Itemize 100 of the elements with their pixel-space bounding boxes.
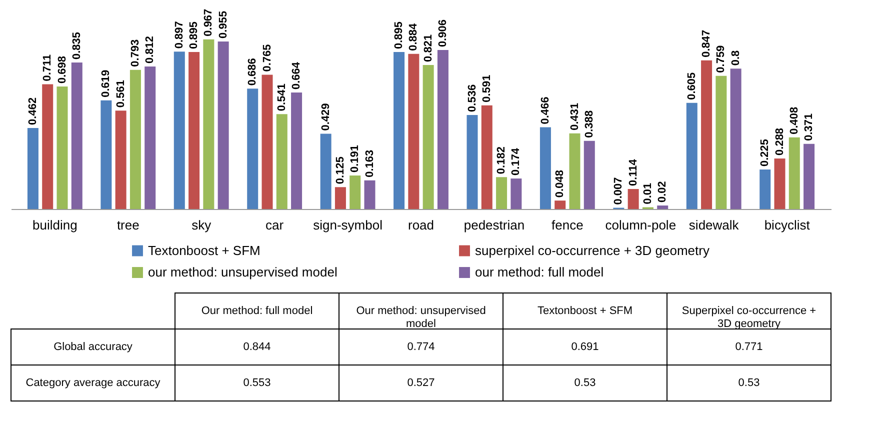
x-tick-label: tree (116, 218, 140, 232)
data-label: 0.895 (188, 21, 200, 49)
data-label: 0.408 (788, 106, 800, 134)
legend-label: Textonboost + SFM (148, 242, 260, 258)
data-label: 0.53 (574, 377, 596, 389)
data-label: 0.906 (436, 20, 449, 48)
bar (144, 66, 156, 209)
data-label: 0.007 (612, 177, 625, 205)
bar (760, 170, 771, 209)
bar (804, 144, 815, 209)
data-label: 0.967 (202, 8, 215, 36)
bar (334, 187, 346, 209)
data-label: 0.553 (243, 377, 271, 389)
bar (262, 74, 273, 209)
bar (394, 52, 405, 209)
bar (247, 88, 258, 209)
data-label: 0.53 (738, 377, 760, 389)
data-label: 0.844 (243, 341, 271, 353)
x-tick-label: Our method: full model (201, 305, 313, 317)
data-label: 0.847 (700, 30, 713, 58)
data-label: 0.619 (100, 70, 112, 98)
data-label: 0.895 (393, 21, 406, 49)
data-label: 0.821 (422, 34, 434, 62)
bar (115, 110, 126, 209)
data-label: 0.191 (349, 144, 362, 172)
data-label: 0.125 (334, 156, 346, 184)
data-label: 0.771 (735, 341, 763, 353)
legend-label: our method: unsupervised model (148, 264, 338, 280)
bar (350, 175, 361, 209)
x-tick-label: building (32, 218, 78, 232)
bar (686, 102, 698, 209)
data-label: 0.541 (276, 84, 288, 112)
bar (42, 84, 54, 209)
bar (774, 158, 786, 209)
bar (730, 68, 742, 209)
bar (408, 54, 420, 209)
x-tick-label: fence (552, 218, 584, 232)
x-tick-label: road (408, 218, 434, 232)
data-label: 0.536 (466, 84, 478, 112)
data-label: 0.664 (290, 61, 303, 90)
data-label: 0.01 (642, 182, 654, 204)
bar (788, 137, 800, 209)
bar (540, 127, 551, 209)
data-label: 0.691 (571, 341, 599, 353)
x-tick-label: sky (192, 218, 212, 232)
data-label: 0.388 (583, 110, 596, 138)
bar (130, 70, 141, 209)
data-label: 0.466 (539, 96, 552, 124)
data-label: 0.225 (759, 138, 772, 167)
data-label: 0.812 (144, 36, 156, 64)
data-label: 0.174 (510, 147, 522, 176)
x-tick-label: Superpixel co-occurrence + 3D geometry (682, 305, 816, 330)
bar (422, 64, 434, 209)
legend-label: our method: full model (475, 264, 604, 280)
data-label: 0.774 (407, 341, 435, 353)
bar (437, 50, 448, 209)
data-label: 0.955 (217, 10, 230, 38)
bar (56, 86, 68, 209)
data-label: 0.884 (408, 22, 420, 51)
bar (628, 189, 639, 209)
y-tick-label: Global accuracy (54, 341, 133, 353)
data-label: 0.02 (656, 181, 669, 202)
bar (657, 205, 668, 209)
data-label: 0.759 (715, 45, 728, 73)
bar (218, 41, 229, 209)
data-label: 0.462 (26, 97, 39, 125)
x-tick-label: Textonboost + SFM (537, 305, 633, 317)
data-label: 0.048 (554, 170, 566, 198)
bar (510, 178, 522, 209)
data-label: 0.429 (320, 103, 332, 131)
x-tick-label: sign-symbol (313, 218, 383, 232)
bar (174, 52, 185, 209)
bar (203, 39, 214, 209)
legend-label: superpixel co-occurrence + 3D geometry (475, 242, 710, 258)
bar (71, 62, 82, 209)
data-label: 0.835 (70, 32, 83, 60)
data-label: 0.711 (42, 54, 54, 82)
data-label: 0.605 (686, 72, 698, 100)
data-label: 0.114 (627, 158, 640, 186)
bar (496, 177, 508, 209)
bar (466, 114, 478, 209)
data-label: 0.591 (480, 74, 493, 102)
data-label: 0.686 (246, 58, 259, 86)
x-tick-label: pedestrian (464, 218, 525, 232)
bar (27, 128, 38, 209)
bar (100, 100, 112, 209)
data-label: 0.371 (803, 113, 816, 141)
bar (584, 140, 595, 209)
bar (188, 52, 200, 209)
data-label: 0.431 (568, 102, 581, 130)
bar (481, 105, 492, 209)
x-tick-label: car (266, 218, 284, 232)
data-label: 0.897 (173, 21, 186, 49)
data-label: 0.561 (114, 80, 127, 108)
data-label: 0.182 (496, 146, 508, 174)
data-label: 0.527 (407, 377, 435, 389)
x-tick-label: bicyclist (764, 218, 810, 232)
y-tick-label: Category average accuracy (26, 377, 161, 389)
data-label: 0.163 (364, 150, 376, 178)
bar (364, 180, 376, 209)
